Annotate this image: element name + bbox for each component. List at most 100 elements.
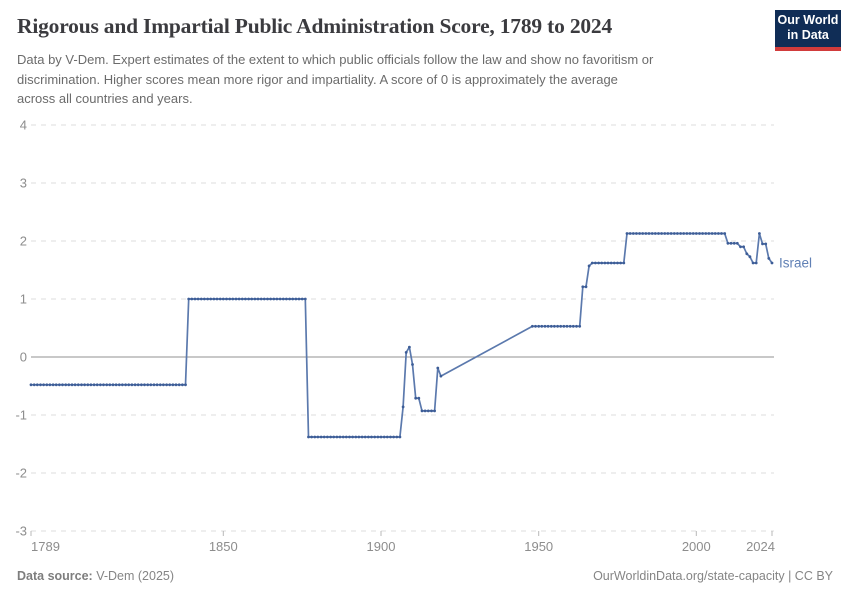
- data-point-marker: [193, 297, 197, 301]
- data-point-marker: [247, 297, 251, 301]
- data-point-marker: [307, 435, 310, 439]
- data-point-marker: [663, 232, 667, 235]
- data-point-marker: [767, 257, 771, 260]
- data-point-marker: [61, 383, 64, 387]
- data-point-marker: [590, 261, 594, 265]
- data-point-marker: [177, 383, 181, 387]
- data-point-marker: [83, 383, 86, 387]
- data-point-marker: [575, 324, 578, 328]
- data-point-marker: [622, 261, 626, 265]
- data-point-marker: [389, 435, 392, 439]
- data-point-marker: [682, 232, 686, 235]
- data-point-marker: [130, 383, 134, 387]
- data-point-marker: [303, 297, 307, 301]
- data-point-marker: [732, 241, 736, 245]
- data-point-marker: [742, 245, 745, 249]
- data-point-marker: [556, 324, 559, 328]
- data-point-marker: [587, 264, 591, 268]
- x-axis-tick-label: 2000: [682, 539, 711, 554]
- data-point-marker: [58, 383, 61, 387]
- data-point-marker: [221, 297, 225, 301]
- series-line-israel[interactable]: [30, 232, 773, 438]
- data-point-marker: [89, 383, 93, 387]
- data-point-marker: [234, 297, 238, 301]
- data-point-marker: [546, 324, 550, 328]
- data-point-marker: [717, 232, 720, 235]
- data-point-marker: [647, 232, 651, 235]
- data-point-marker: [288, 297, 291, 301]
- data-point-marker: [269, 297, 272, 301]
- data-point-marker: [764, 242, 768, 246]
- data-point-marker: [691, 232, 695, 235]
- data-point-marker: [73, 383, 77, 387]
- chart-subtitle: Data by V-Dem. Expert estimates of the e…: [17, 50, 765, 109]
- data-point-marker: [313, 435, 317, 439]
- y-axis-tick-label: 4: [20, 118, 27, 133]
- data-point-marker: [367, 435, 370, 439]
- data-point-marker: [641, 232, 645, 235]
- data-point-marker: [600, 261, 604, 265]
- data-point-marker: [218, 297, 222, 301]
- data-point-marker: [625, 232, 629, 235]
- data-point-marker: [225, 297, 228, 301]
- data-point-marker: [616, 261, 619, 265]
- data-point-marker: [329, 435, 332, 439]
- data-point-marker: [76, 383, 80, 387]
- data-point-marker: [70, 383, 74, 387]
- data-point-marker: [363, 435, 367, 439]
- data-point-marker: [316, 435, 320, 439]
- y-axis-tick-label: 3: [20, 176, 27, 191]
- data-point-marker: [382, 435, 386, 439]
- data-point-marker: [174, 383, 178, 387]
- data-point-marker: [133, 383, 137, 387]
- data-point-marker: [152, 383, 156, 387]
- data-point-marker: [102, 383, 105, 387]
- data-point-marker: [609, 261, 613, 265]
- data-point-marker: [739, 245, 742, 249]
- data-point-marker: [748, 255, 752, 259]
- data-point-marker: [127, 383, 131, 387]
- data-point-marker: [385, 435, 389, 439]
- data-point-marker: [114, 383, 118, 387]
- data-point-marker: [143, 383, 146, 387]
- data-point-marker: [281, 297, 285, 301]
- data-point-marker: [401, 405, 405, 409]
- credit-link[interactable]: OurWorldinData.org/state-capacity | CC B…: [593, 569, 833, 583]
- owid-logo[interactable]: Our World in Data: [775, 10, 841, 51]
- data-point-marker: [751, 261, 755, 265]
- data-point-marker: [713, 232, 717, 235]
- data-point-marker: [653, 232, 657, 235]
- data-point-marker: [619, 261, 622, 265]
- data-point-marker: [231, 297, 235, 301]
- data-point-marker: [571, 324, 575, 328]
- data-point-marker: [80, 383, 83, 387]
- data-point-marker: [720, 232, 723, 235]
- data-point-marker: [95, 383, 99, 387]
- x-axis-tick-label: 1950: [524, 539, 553, 554]
- data-point-marker: [136, 383, 140, 387]
- data-point-marker: [266, 297, 269, 301]
- data-point-marker: [228, 297, 232, 301]
- data-point-marker: [212, 297, 216, 301]
- series-label-israel[interactable]: Israel: [779, 256, 812, 271]
- data-point-marker: [294, 297, 298, 301]
- data-point-marker: [657, 232, 660, 235]
- data-source-label: Data source:: [17, 569, 93, 583]
- data-point-marker: [754, 261, 758, 265]
- data-point-marker: [117, 383, 121, 387]
- data-point-marker: [357, 435, 361, 439]
- data-point-marker: [376, 435, 380, 439]
- data-point-marker: [660, 232, 663, 235]
- data-point-marker: [433, 409, 436, 413]
- data-point-marker: [322, 435, 326, 439]
- data-point-marker: [581, 285, 585, 289]
- data-point-marker: [319, 435, 323, 439]
- data-point-marker: [86, 383, 90, 387]
- x-axis-tick-label: 1900: [367, 539, 396, 554]
- data-point-marker: [770, 261, 774, 265]
- data-point-marker: [635, 232, 638, 235]
- data-point-marker: [285, 297, 288, 301]
- data-point-marker: [351, 435, 354, 439]
- data-point-marker: [64, 383, 68, 387]
- owid-logo-line2: in Data: [787, 28, 829, 42]
